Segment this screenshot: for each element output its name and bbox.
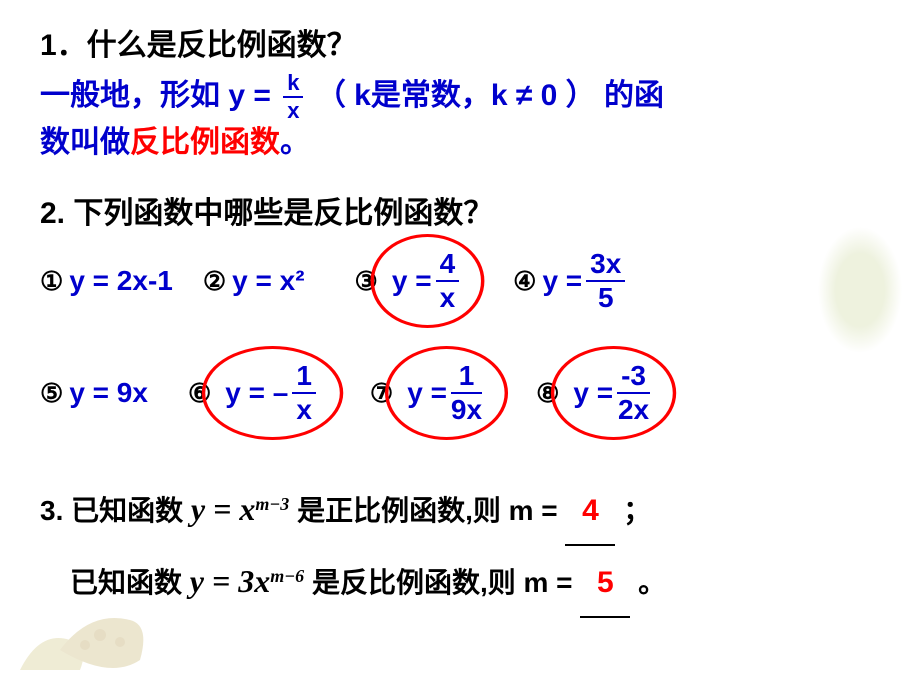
q2-pre-8: y =: [573, 377, 613, 409]
q2-num-1: ①: [40, 266, 63, 297]
q2-num-2: ②: [203, 266, 226, 297]
q3-line-1: 3. 已知函数 y = xm−3 是正比例函数,则 m = 4 ；: [40, 474, 890, 546]
q3-expr2-base: y = 3x: [190, 563, 270, 599]
q1-text-line2a: 数叫做: [40, 126, 130, 159]
q2-frac7-num: 1: [451, 362, 482, 394]
q3-l2-b: 是反比例函数,则 m =: [312, 567, 573, 598]
q1-text-a: 一般地，形如 y =: [40, 79, 271, 112]
q3-l1-a: 3. 已知函数: [40, 495, 183, 526]
q2-frac4-num: 3x: [586, 250, 625, 282]
q2-frac8-num: -3: [617, 362, 650, 394]
q3-expr1-sup: m−3: [255, 494, 289, 514]
q2-circled-8: y = -3 2x: [573, 362, 654, 424]
q2-pre-7: y =: [407, 377, 447, 409]
q2-frac6-den: x: [292, 394, 316, 424]
q2-pre-4: y =: [542, 265, 582, 297]
q2-expr-2: y = x²: [232, 265, 304, 297]
q2-frac4-den: 5: [586, 282, 625, 312]
q2-circled-3: y = 4 x: [392, 250, 463, 312]
q2-pre-3: y =: [392, 265, 432, 297]
question-1-body: 一般地，形如 y = k x （ k是常数，k ≠ 0 ） 的函 数叫做反比例函…: [40, 72, 890, 164]
q2-item-2: ② y = x²: [203, 265, 305, 297]
q1-fraction: k x: [283, 72, 303, 122]
question-2-title: 2. 下列函数中哪些是反比例函数？: [40, 188, 890, 232]
q2-num-5: ⑤: [40, 378, 63, 409]
q2-row-2: ⑤ y = 9x ⑥ y = – 1 x ⑦ y = 1 9x: [40, 362, 890, 424]
main-content: 1．什么是反比例函数？ 一般地，形如 y = k x （ k是常数，k ≠ 0 …: [0, 0, 920, 638]
q2-frac3-num: 4: [436, 250, 460, 282]
q2-item-1: ① y = 2x-1: [40, 265, 173, 297]
question-1-title: 1．什么是反比例函数？: [40, 20, 890, 64]
q2-expr-5: y = 9x: [69, 377, 148, 409]
q2-circled-6: y = – 1 x: [225, 362, 320, 424]
q2-item-4: ④ y = 3x 5: [513, 250, 629, 312]
q2-frac8-den: 2x: [617, 394, 650, 424]
q2-frac3-den: x: [436, 282, 460, 312]
q2-frac-8: -3 2x: [617, 362, 650, 424]
q3-answer-2: 5: [580, 550, 630, 618]
q2-item-5: ⑤ y = 9x: [40, 377, 148, 409]
q2-frac-4: 3x 5: [586, 250, 625, 312]
q1-text-b: （ k是常数，k ≠ 0 ） 的函: [316, 79, 664, 112]
q2-item-8: ⑧ y = -3 2x: [536, 362, 654, 424]
q2-item-3: ③ y = 4 x: [355, 250, 464, 312]
q3-expr1-base: y = x: [191, 491, 255, 527]
q2-item-6: ⑥ y = – 1 x: [188, 362, 320, 424]
q1-highlight: 反比例函数: [130, 126, 280, 159]
q1-text-line2b: 。: [280, 126, 310, 159]
corner-decoration: [0, 550, 200, 690]
q2-frac-3: 4 x: [436, 250, 460, 312]
q2-frac-6: 1 x: [292, 362, 316, 424]
q2-circled-7: y = 1 9x: [407, 362, 486, 424]
q2-num-4: ④: [513, 266, 536, 297]
q3-expr2-sup: m−6: [270, 566, 304, 586]
q2-frac6-num: 1: [292, 362, 316, 394]
q3-answer-1: 4: [565, 478, 615, 546]
q2-item-7: ⑦ y = 1 9x: [370, 362, 486, 424]
q2-expr-1: y = 2x-1: [69, 265, 173, 297]
q2-row-1: ① y = 2x-1 ② y = x² ③ y = 4 x ④ y = 3x 5: [40, 250, 890, 312]
q3-l1-b: 是正比例函数,则 m =: [297, 495, 558, 526]
q2-frac-7: 1 9x: [451, 362, 482, 424]
q1-frac-num: k: [283, 72, 303, 98]
q3-l2-c: 。: [638, 567, 666, 598]
q2-pre-6: y = –: [225, 377, 288, 409]
q2-frac7-den: 9x: [451, 394, 482, 424]
q1-frac-den: x: [283, 98, 303, 122]
q3-l1-c: ；: [623, 495, 651, 526]
